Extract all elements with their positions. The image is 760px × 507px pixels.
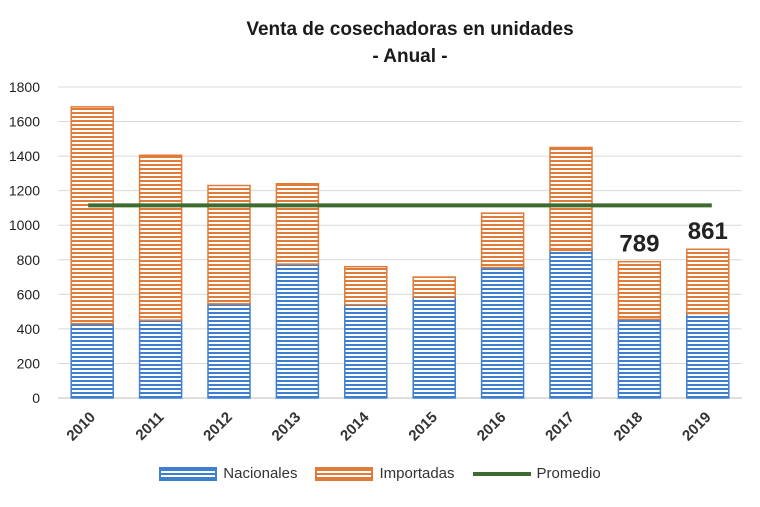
x-tick-label: 2016: [474, 409, 510, 445]
bar-importadas-2018: [617, 260, 662, 321]
x-tick-label: 2018: [611, 409, 647, 445]
y-tick-label: 1400: [9, 148, 40, 164]
bar-importadas-2015: [412, 276, 456, 298]
bars: [70, 106, 730, 399]
x-tick-label: 2019: [679, 409, 715, 445]
bar-nacionales-2013: [275, 263, 320, 399]
legend-label-nacionales: Nacionales: [223, 465, 298, 482]
x-tick-label: 2012: [200, 409, 236, 445]
y-tick-label: 600: [17, 286, 41, 302]
x-tick-label: 2011: [132, 409, 167, 444]
bar-nacionales-2016: [480, 266, 525, 399]
y-tick-label: 1600: [9, 114, 40, 130]
legend-item-promedio: Promedio: [472, 465, 601, 482]
bar-importadas-2012: [207, 184, 251, 305]
x-tick-label: 2017: [542, 409, 578, 445]
x-tick-label: 2013: [269, 409, 305, 445]
bar-importadas-2016: [480, 212, 525, 269]
bar-nacionales-2019: [686, 312, 730, 399]
legend-label-promedio: Promedio: [536, 465, 601, 482]
y-tick-label: 1200: [9, 183, 40, 199]
legend: Nacionales Importadas Promedio: [0, 465, 760, 482]
x-tick-label: 2010: [63, 409, 99, 445]
legend-item-importadas: Importadas: [315, 465, 455, 482]
y-tick-label: 400: [17, 321, 41, 337]
y-tick-label: 0: [32, 390, 40, 406]
y-tick-label: 1000: [9, 217, 40, 233]
bar-nacionales-2018: [617, 318, 662, 399]
bar-nacionales-2011: [138, 319, 183, 399]
chart-subtitle: - Anual -: [372, 46, 448, 67]
bar-nacionales-2010: [70, 322, 114, 399]
legend-swatch-nacionales: [159, 466, 218, 481]
legend-swatch-importadas: [315, 466, 374, 481]
y-tick-label: 1800: [9, 79, 40, 95]
bar-importadas-2013: [275, 183, 320, 265]
legend-swatch-promedio: [472, 471, 531, 476]
chart-title: Venta de cosechadoras en unidades: [246, 19, 574, 40]
y-tick-label: 200: [17, 355, 41, 371]
legend-label-importadas: Importadas: [379, 465, 455, 482]
labels: 0 200 400 600 800 1000 1200 1400 1600 1800 2010 201…: [9, 79, 728, 444]
bar-nacionales-2015: [412, 296, 456, 399]
bar-importadas-2010: [70, 106, 114, 325]
y-tick-label: 800: [17, 252, 41, 268]
legend-item-nacionales: Nacionales: [159, 465, 297, 482]
bar-nacionales-2012: [207, 303, 251, 399]
data-label-2019: 861: [688, 218, 728, 245]
bar-nacionales-2014: [344, 303, 388, 399]
bar-importadas-2011: [138, 154, 183, 321]
bar-nacionales-2017: [549, 249, 593, 399]
bar-importadas-2014: [344, 265, 388, 306]
bar-importadas-2017: [549, 146, 593, 252]
bar-importadas-2019: [686, 248, 730, 315]
data-label-2018: 789: [619, 231, 659, 258]
x-tick-label: 2014: [337, 408, 373, 444]
title-block: Venta de cosechadoras en unidades - Anua…: [0, 16, 760, 70]
x-tick-label: 2015: [405, 409, 441, 445]
